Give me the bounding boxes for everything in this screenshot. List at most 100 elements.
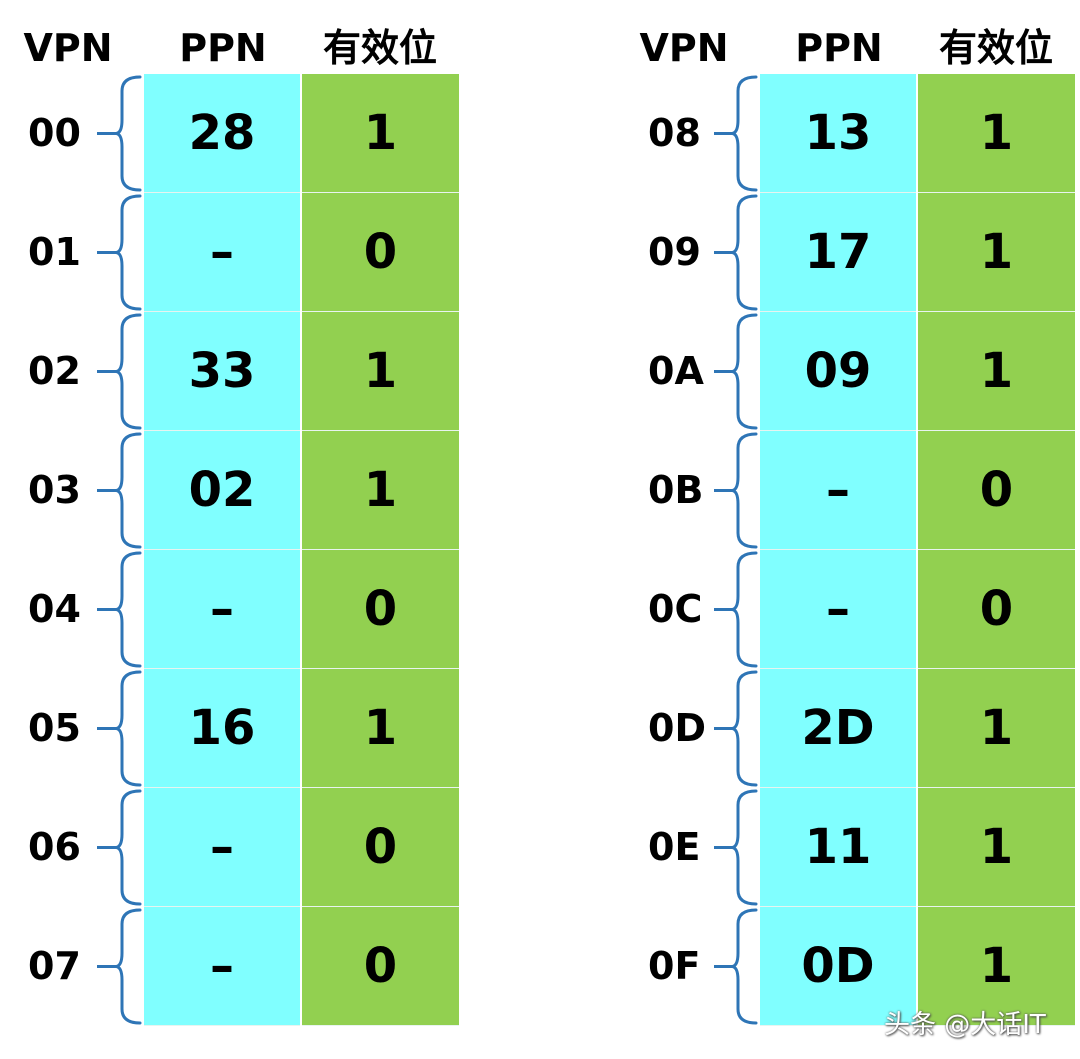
brace-icon [732,313,758,430]
brace-icon [116,194,142,311]
brace-icon [732,194,758,311]
vpn-label: 05 [28,706,81,750]
vpn-header: VPN [23,26,113,70]
vpn-label: 07 [28,944,81,988]
valid-bit-cell: 1 [918,788,1075,907]
valid-bit-cell: 0 [302,788,459,907]
table-row: 00 28 1 [0,74,460,193]
table-row: 08 13 1 [616,74,1076,193]
vpn-label: 00 [28,111,81,155]
valid-bit-cell: 1 [918,907,1075,1026]
table-row: 0A 09 1 [616,312,1076,431]
pointer-tick [97,489,117,492]
valid-bit-cell: 1 [302,669,459,788]
brace-icon [116,75,142,192]
brace-icon [732,670,758,787]
brace-icon [732,908,758,1025]
page-table-left: VPN PPN 有效位 00 28 1 01–0 02 33 1 03 02 1 04–0 05 16 1… [0,0,460,1059]
ppn-cell: – [144,193,300,312]
pointer-tick [714,251,734,254]
vpn-label: 01 [28,230,81,274]
brace-icon [732,789,758,906]
brace-icon [116,432,142,549]
ppn-cell: 09 [760,312,916,431]
valid-bit-header: 有效位 [938,26,1053,70]
ppn-cell: 2D [760,669,916,788]
page-table-right: VPN PPN 有效位 08 13 1 09 17 1 0A 09 1 0B –0 0C –0 0D 2D 1… [616,0,1076,1059]
table-row: 05 16 1 [0,669,460,788]
brace-icon [732,551,758,668]
valid-bit-cell: 0 [918,550,1075,669]
valid-bit-cell: 0 [302,550,459,669]
table-row: 09 17 1 [616,193,1076,312]
valid-bit-cell: 1 [302,312,459,431]
table-rows: 00 28 1 01–0 02 33 1 03 02 1 04–0 05 16 1 06–0 07–0 [0,74,460,1026]
pointer-tick [97,132,117,135]
ppn-cell: 28 [144,74,300,193]
vpn-label: 0E [648,825,701,869]
table-row: 02 33 1 [0,312,460,431]
table-row: 0C –0 [616,550,1076,669]
pointer-tick [714,489,734,492]
ppn-cell: 16 [144,669,300,788]
table-row: 03 02 1 [0,431,460,550]
valid-bit-header: 有效位 [322,26,437,70]
valid-bit-cell: 1 [302,431,459,550]
vpn-label: 08 [648,111,701,155]
brace-icon [732,75,758,192]
table-row: 0B –0 [616,431,1076,550]
vpn-label: 06 [28,825,81,869]
table-row: 0F 0D 1 [616,907,1076,1026]
valid-bit-cell: 1 [302,74,459,193]
valid-bit-cell: 0 [302,907,459,1026]
ppn-cell: – [760,550,916,669]
pointer-tick [714,370,734,373]
brace-icon [116,551,142,668]
ppn-cell: 17 [760,193,916,312]
vpn-label: 03 [28,468,81,512]
vpn-label: 0F [648,944,701,988]
valid-bit-cell: 1 [918,193,1075,312]
ppn-cell: – [144,550,300,669]
table-row: 06 –0 [0,788,460,907]
pointer-tick [97,727,117,730]
table-rows: 08 13 1 09 17 1 0A 09 1 0B –0 0C –0 0D 2D 1 0E 11 1 0F 0D 1 [616,74,1076,1026]
vpn-header: VPN [639,26,729,70]
valid-bit-cell: 1 [918,312,1075,431]
ppn-cell: – [144,907,300,1026]
pointer-tick [714,132,734,135]
table-row: 04 –0 [0,550,460,669]
vpn-label: 0A [648,349,704,393]
pointer-tick [97,370,117,373]
ppn-cell: 33 [144,312,300,431]
pointer-tick [714,727,734,730]
table-row: 0D 2D 1 [616,669,1076,788]
ppn-header: PPN [795,26,883,70]
valid-bit-cell: 1 [918,74,1075,193]
vpn-label: 04 [28,587,81,631]
valid-bit-cell: 0 [302,193,459,312]
vpn-label: 0D [648,706,706,750]
table-row: 01 –0 [0,193,460,312]
brace-icon [116,313,142,430]
ppn-header: PPN [179,26,267,70]
table-row: 07 –0 [0,907,460,1026]
watermark: 头条 @大话IT [884,1010,1046,1040]
vpn-label: 09 [648,230,701,274]
ppn-cell: 13 [760,74,916,193]
pointer-tick [97,251,117,254]
brace-icon [732,432,758,549]
ppn-cell: – [760,431,916,550]
vpn-label: 02 [28,349,81,393]
brace-icon [116,789,142,906]
pointer-tick [97,608,117,611]
ppn-cell: 0D [760,907,916,1026]
pointer-tick [714,846,734,849]
brace-icon [116,908,142,1025]
table-row: 0E 11 1 [616,788,1076,907]
pointer-tick [714,965,734,968]
vpn-label: 0B [648,468,704,512]
ppn-cell: – [144,788,300,907]
pointer-tick [97,846,117,849]
valid-bit-cell: 0 [918,431,1075,550]
